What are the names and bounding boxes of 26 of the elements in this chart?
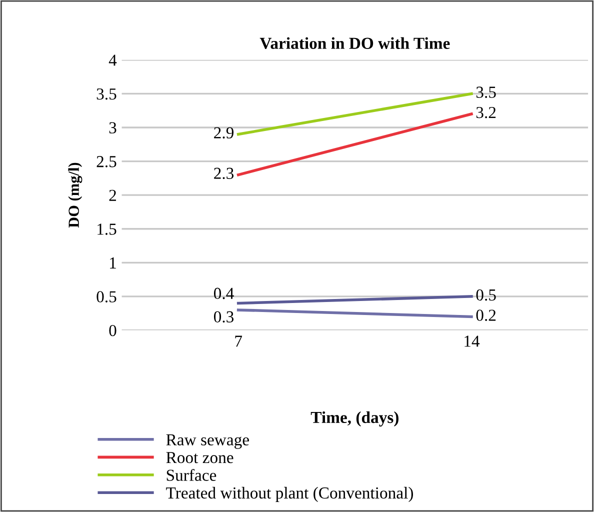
data-label: 0.3 (214, 311, 234, 323)
legend-label: Root zone (166, 452, 234, 464)
y-tick-label: 1.5 (98, 224, 116, 235)
x-tick-label: 14 (464, 336, 480, 347)
data-label: 2.9 (214, 127, 234, 138)
y-axis-title: DO (mg/l) (68, 162, 82, 228)
data-label: 3.5 (476, 86, 496, 98)
x-tick-label: 7 (235, 336, 242, 347)
legend-label: Treated without plant (Conventional) (166, 486, 413, 502)
y-tick-label: 4 (108, 54, 117, 66)
data-label: 0.5 (476, 289, 496, 301)
y-tick-label: 1 (110, 257, 116, 268)
x-axis-title: Time, (days) (310, 411, 398, 426)
data-label: 0.2 (476, 310, 496, 321)
y-tick-label: 3 (109, 122, 116, 134)
data-label: 0.4 (214, 288, 234, 300)
y-tick-label: 0.5 (96, 291, 116, 302)
chart-title: Variation in DO with Time (260, 37, 450, 50)
legend-label: Surface (166, 469, 216, 481)
data-label: 3.2 (476, 106, 496, 118)
y-tick-label: 2.5 (96, 156, 116, 168)
y-tick-label: 3.5 (96, 88, 116, 100)
legend-label: Raw sewage (166, 434, 249, 449)
y-tick-label: 0 (109, 324, 116, 336)
data-label: 2.3 (214, 168, 234, 180)
y-tick-label: 2 (109, 190, 116, 201)
